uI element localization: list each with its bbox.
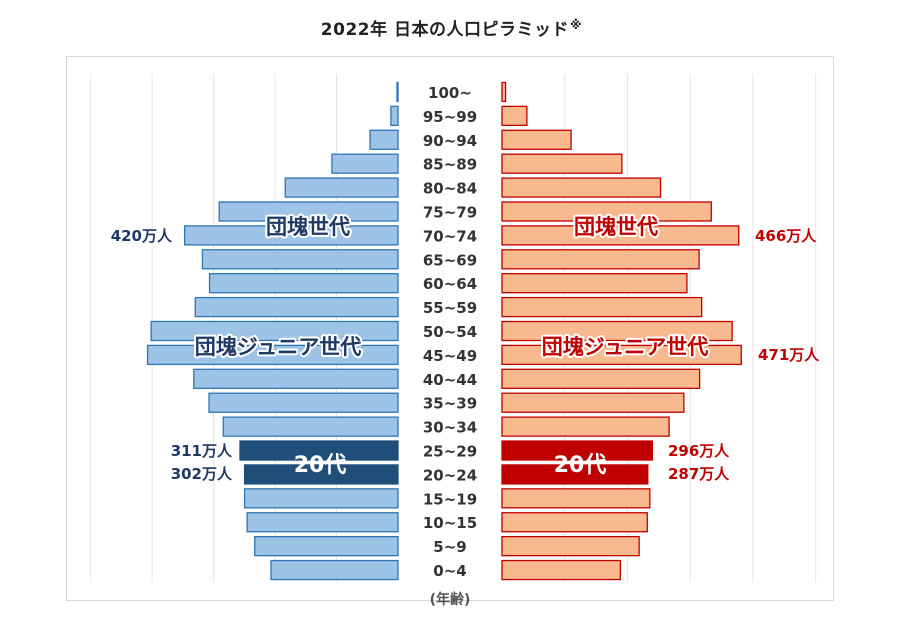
- bar-left-10~15: [246, 512, 399, 533]
- age-axis-label: (年齢): [430, 591, 471, 608]
- bar-right-90~94: [501, 129, 572, 150]
- bar-right-100~: [501, 81, 507, 103]
- bar-right-65~69: [501, 249, 700, 270]
- bar-left-100~: [396, 81, 399, 103]
- age-label-65~69: 65~69: [423, 251, 477, 269]
- age-label-90~94: 90~94: [423, 132, 477, 150]
- age-label-15~19: 15~19: [423, 490, 477, 508]
- bar-left-5~9: [254, 535, 399, 557]
- age-label-30~34: 30~34: [423, 419, 477, 437]
- title-note-mark: ※: [570, 18, 583, 32]
- bar-right-20~24: [501, 464, 649, 485]
- bar-left-65~69: [201, 249, 399, 270]
- age-label-0~4: 0~4: [433, 562, 466, 580]
- bar-left-50~54: [150, 320, 399, 342]
- age-label-50~54: 50~54: [423, 323, 477, 341]
- left-bars: [146, 81, 399, 581]
- age-label-70~74: 70~74: [423, 227, 477, 245]
- chart-title: 2022年 日本の人口ピラミッド※: [0, 15, 903, 40]
- age-label-20~24: 20~24: [423, 466, 477, 484]
- bar-right-75~79: [501, 201, 712, 222]
- bar-left-95~99: [390, 105, 399, 127]
- bar-right-60~64: [501, 273, 688, 294]
- bar-right-85~89: [501, 153, 623, 174]
- chart-title-text: 2022年 日本の人口ピラミッド: [320, 20, 570, 40]
- right-70-74-value: 466万人: [755, 227, 817, 245]
- left-25-29-value: 311万人: [171, 442, 233, 460]
- bar-left-80~84: [284, 177, 399, 198]
- bar-right-0~4: [501, 559, 622, 581]
- chart-frame: [66, 56, 834, 601]
- age-label-55~59: 55~59: [423, 299, 477, 317]
- age-label-100~: 100~: [428, 84, 472, 102]
- bar-left-60~64: [208, 273, 399, 294]
- left-20s-label: 20代: [294, 453, 347, 478]
- bar-left-75~79: [218, 201, 399, 222]
- age-label-45~49: 45~49: [423, 347, 477, 365]
- left-dankai-junior-label: 団塊ジュニア世代: [195, 335, 362, 359]
- age-labels: 0~4 5~9 10~15 15~19 20~24 25~29 30~34 35~39 40~4…: [423, 84, 477, 580]
- right-45-49-value: 471万人: [758, 346, 820, 364]
- bar-left-90~94: [369, 129, 399, 150]
- right-20s-label: 20代: [554, 453, 607, 478]
- bar-left-25~29: [239, 440, 399, 461]
- bar-left-35~39: [208, 392, 399, 413]
- bar-left-85~89: [331, 153, 399, 174]
- bar-right-55~59: [501, 296, 703, 318]
- left-20-24-value: 302万人: [171, 465, 233, 483]
- age-label-80~84: 80~84: [423, 180, 477, 198]
- left-70-74-value: 420万人: [111, 227, 173, 245]
- bar-right-25~29: [501, 440, 654, 461]
- bar-left-70~74: [183, 225, 399, 246]
- right-bars: [501, 81, 742, 581]
- bar-right-10~15: [501, 512, 648, 533]
- age-label-5~9: 5~9: [433, 538, 466, 556]
- bar-right-70~74: [501, 225, 740, 246]
- bar-right-95~99: [501, 105, 528, 127]
- bar-right-80~84: [501, 177, 662, 198]
- bar-right-50~54: [501, 320, 733, 342]
- right-dankai-label: 団塊世代: [574, 215, 658, 239]
- bar-left-45~49: [146, 344, 399, 366]
- bar-right-15~19: [501, 488, 651, 509]
- age-label-25~29: 25~29: [423, 443, 477, 461]
- bar-right-30~34: [501, 416, 670, 437]
- bar-right-40~44: [501, 368, 701, 389]
- bar-left-0~4: [270, 559, 399, 581]
- age-label-75~79: 75~79: [423, 203, 477, 221]
- age-label-60~64: 60~64: [423, 275, 477, 293]
- age-label-35~39: 35~39: [423, 395, 477, 413]
- bar-left-30~34: [222, 416, 399, 437]
- age-label-10~15: 10~15: [423, 514, 477, 532]
- age-label-40~44: 40~44: [423, 371, 477, 389]
- right-dankai-junior-label: 団塊ジュニア世代: [542, 335, 709, 359]
- bar-left-55~59: [194, 296, 399, 318]
- right-20-24-value: 287万人: [668, 465, 730, 483]
- left-dankai-label: 団塊世代: [266, 215, 350, 239]
- bar-right-35~39: [501, 392, 685, 413]
- bar-right-45~49: [501, 344, 742, 366]
- bar-left-20~24: [243, 464, 399, 485]
- bar-left-15~19: [243, 488, 399, 509]
- age-label-85~89: 85~89: [423, 156, 477, 174]
- bar-right-5~9: [501, 535, 640, 557]
- bar-left-40~44: [193, 368, 399, 389]
- age-label-95~99: 95~99: [423, 108, 477, 126]
- right-25-29-value: 296万人: [668, 442, 730, 460]
